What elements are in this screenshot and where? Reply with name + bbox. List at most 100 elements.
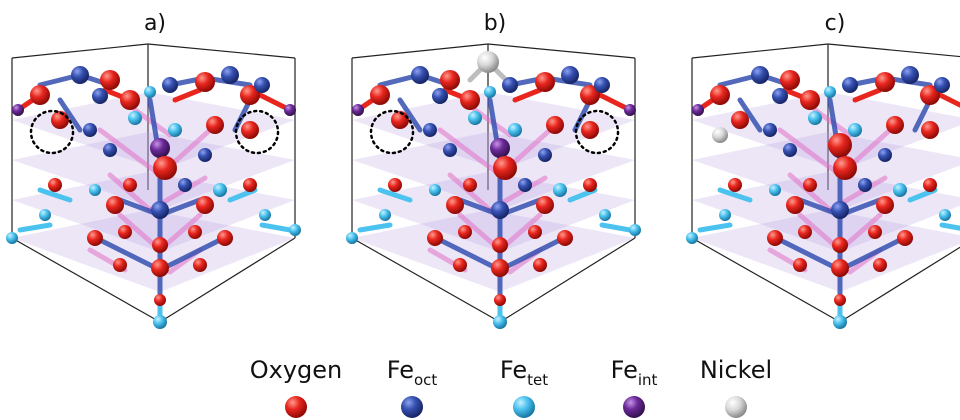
atom-oxygen xyxy=(868,225,882,239)
atom-oxygen xyxy=(388,178,402,192)
atom-oxygen xyxy=(196,196,214,214)
cell-edge xyxy=(159,237,296,323)
atom-oxygen xyxy=(533,258,547,272)
bond xyxy=(357,222,393,233)
atom-oxygen xyxy=(241,121,259,139)
atom-oxygen xyxy=(240,85,260,105)
atom-oxygen xyxy=(460,90,480,110)
lattice-plane xyxy=(692,92,960,170)
atom-fe-oct xyxy=(162,77,178,93)
atom-oxygen xyxy=(831,259,849,277)
atom-fe-tet xyxy=(939,209,951,221)
atom-fe-tet xyxy=(259,209,271,221)
atom-fe-tet xyxy=(629,224,641,236)
cell-edge xyxy=(499,237,636,323)
cell-edge xyxy=(691,43,829,59)
atom-fe-tet xyxy=(808,111,822,125)
lattice-plane xyxy=(692,132,960,210)
atom-fe-tet xyxy=(686,232,698,244)
bond xyxy=(97,237,163,273)
atom-oxygen xyxy=(536,196,554,214)
atom-oxygen xyxy=(118,225,132,239)
atom-oxygen xyxy=(30,85,50,105)
bond xyxy=(57,97,83,133)
atom-oxygen xyxy=(731,111,749,129)
bond xyxy=(377,187,413,203)
bond xyxy=(397,97,423,133)
atom-oxygen xyxy=(875,72,895,92)
bond xyxy=(937,92,960,108)
atom-oxygen xyxy=(786,196,804,214)
atom-oxygen xyxy=(151,259,169,277)
cell-edge xyxy=(147,43,296,59)
cell-edge xyxy=(827,43,960,58)
atom-fe-int xyxy=(490,138,510,158)
atom-fe-oct xyxy=(423,123,437,137)
atom-oxygen xyxy=(440,70,460,90)
atom-fe-oct xyxy=(92,88,108,104)
atom-oxygen xyxy=(243,178,257,192)
atom-oxygen xyxy=(491,259,509,277)
atom-fe-tet xyxy=(144,86,156,98)
atom-oxygen xyxy=(123,178,137,192)
atom-oxygen xyxy=(193,258,207,272)
legend-label: Oxygen xyxy=(250,356,343,384)
atom-fe-tet xyxy=(493,315,507,329)
bond xyxy=(737,97,763,133)
atom-fe-tet xyxy=(379,209,391,221)
vacancy-marker xyxy=(29,109,75,155)
cell-edge xyxy=(839,246,960,323)
atom-oxygen xyxy=(546,116,564,134)
atom-oxygen xyxy=(897,230,913,246)
atom-oxygen xyxy=(391,111,409,129)
atom-oxygen xyxy=(832,237,848,253)
atom-fe-oct xyxy=(751,66,769,84)
atom-oxygen xyxy=(793,258,807,272)
atom-fe-oct xyxy=(443,143,457,157)
panel-label: b) xyxy=(484,11,507,36)
atom-oxygen xyxy=(528,225,542,239)
legend-swatch xyxy=(513,396,535,418)
atom-oxygen xyxy=(446,196,464,214)
atom-fe-oct xyxy=(254,77,270,93)
atom-fe-oct xyxy=(178,178,192,192)
bond xyxy=(787,172,833,213)
atom-oxygen xyxy=(580,85,600,105)
vacancy-marker xyxy=(574,109,620,155)
atom-fe-tet xyxy=(429,184,441,196)
atom-oxygen xyxy=(803,178,817,192)
atom-oxygen xyxy=(581,121,599,139)
atom-fe-oct xyxy=(561,66,579,84)
bond xyxy=(437,237,503,273)
atom-fe-oct xyxy=(198,148,212,162)
atom-oxygen xyxy=(886,116,904,134)
atom-fe-oct xyxy=(783,143,797,157)
atom-fe-oct xyxy=(103,143,117,157)
atom-fe-tet xyxy=(6,232,18,244)
atom-fe-tet xyxy=(128,111,142,125)
bond xyxy=(17,222,53,233)
atom-fe-tet xyxy=(719,209,731,221)
atom-oxygen xyxy=(535,72,555,92)
lattice-plane xyxy=(12,210,295,292)
atom-fe-oct xyxy=(518,178,532,192)
atom-fe-tet xyxy=(893,183,907,197)
atom-fe-int xyxy=(692,104,704,116)
atom-oxygen xyxy=(767,230,783,246)
legend-item-nickel: Nickel xyxy=(700,356,772,418)
atom-fe-oct xyxy=(491,201,509,219)
atom-fe-tet xyxy=(824,86,836,98)
bond xyxy=(697,222,733,233)
atom-fe-tet xyxy=(553,183,567,197)
bond xyxy=(852,87,883,103)
atom-fe-oct xyxy=(901,66,919,84)
panel-a: a) xyxy=(6,11,301,329)
legend-label: Feoct xyxy=(387,356,438,389)
atom-oxygen xyxy=(206,116,224,134)
legend: Oxygen Feoct Fetet Feint Nickel xyxy=(250,356,772,418)
panel-label: a) xyxy=(144,11,166,36)
legend-swatch xyxy=(725,396,747,418)
atom-nickel xyxy=(712,127,728,143)
atom-oxygen xyxy=(728,178,742,192)
